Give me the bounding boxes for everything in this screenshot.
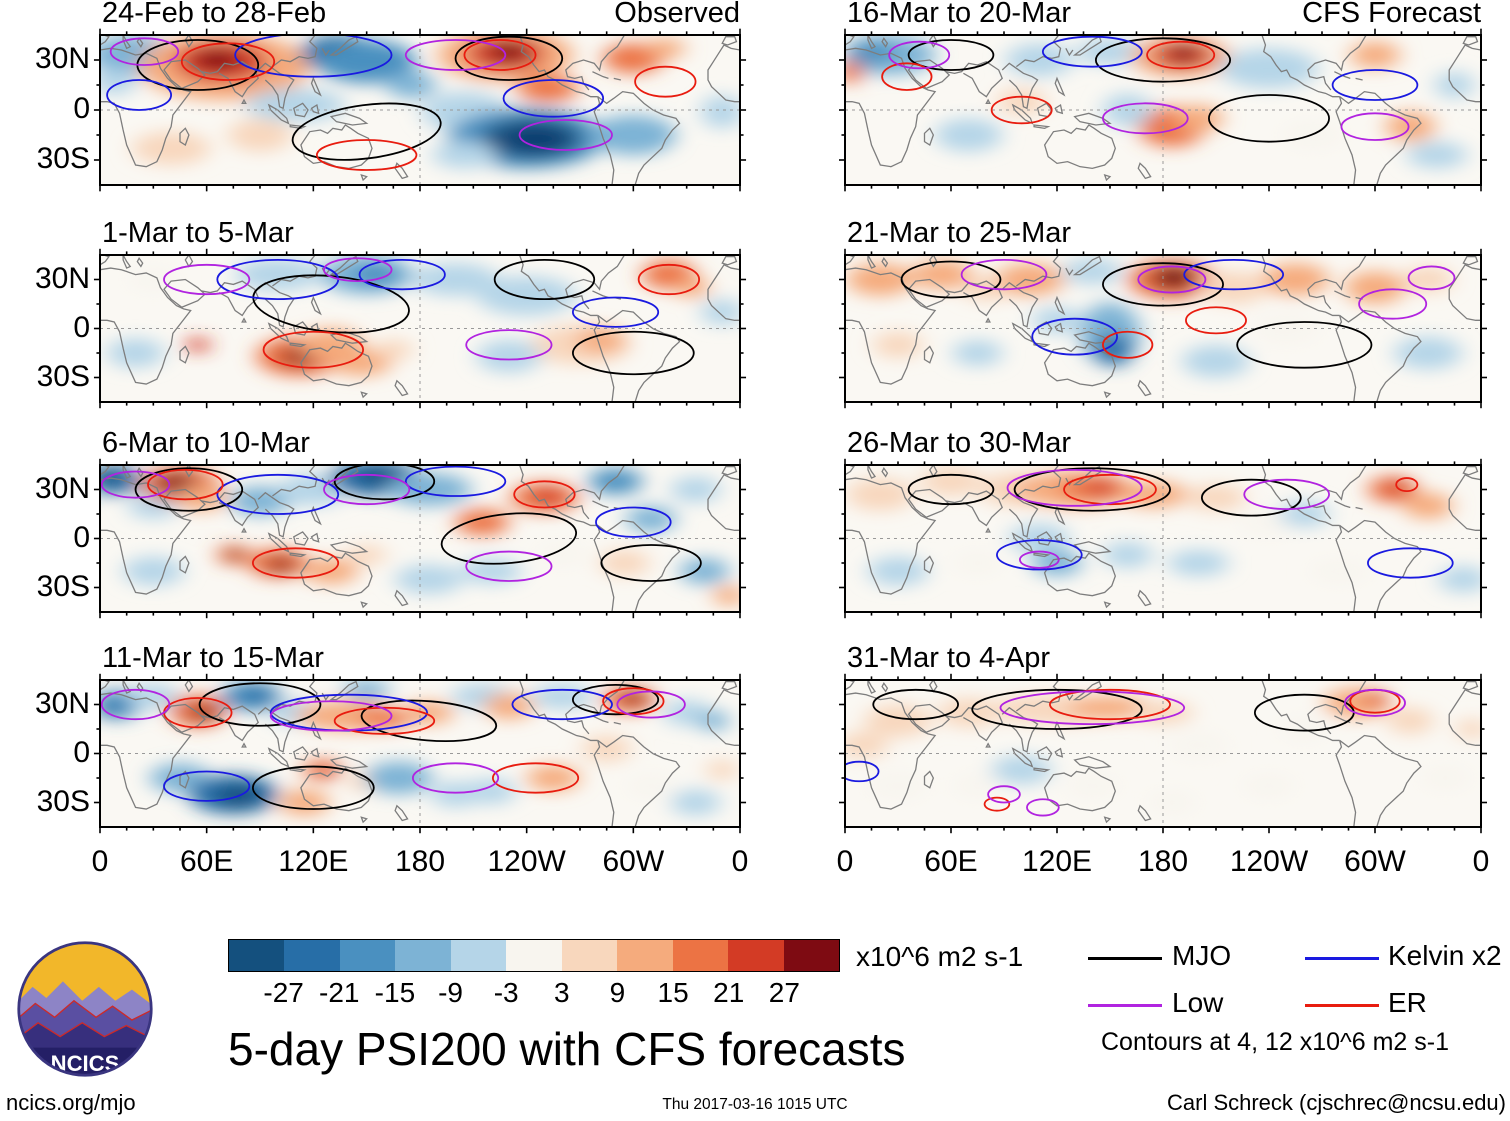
panel-title: 26-Mar to 30-Mar	[847, 427, 1072, 459]
y-axis-label: 0	[73, 735, 90, 769]
colorbar-segment	[229, 940, 285, 971]
panel-corner-label: CFS Forecast	[1302, 0, 1481, 29]
x-axis-label: 0	[1472, 845, 1490, 878]
colorbar-tick-label: 3	[554, 977, 570, 1008]
legend-line-kelvin	[1305, 957, 1379, 960]
y-axis-label: 30N	[34, 471, 90, 505]
colorbar-tick-label: 9	[609, 977, 626, 1008]
map-canvas	[845, 255, 1481, 402]
panel-title: 6-Mar to 10-Mar	[102, 427, 310, 459]
colorbar-segment	[728, 940, 784, 971]
panel-title: 24-Feb to 28-Feb	[102, 0, 327, 29]
y-axis-label: 30S	[36, 359, 90, 393]
x-axis-label: 60W	[602, 845, 665, 878]
legend-line-er	[1305, 1004, 1379, 1007]
x-axis-label: 180	[1137, 845, 1189, 878]
colorbar-segment	[395, 940, 451, 971]
legend-label-er: ER	[1388, 987, 1427, 1018]
colorbar-tick-label: 27	[768, 977, 800, 1008]
ncics-logo: NCICS	[17, 941, 153, 1077]
x-axis-label: 120E	[278, 845, 349, 878]
x-axis-label: 120W	[1229, 845, 1309, 878]
colorbar-tick-label: 21	[713, 977, 745, 1008]
map-panel	[845, 35, 1481, 185]
panel-title: 31-Mar to 4-Apr	[847, 642, 1051, 674]
legend-line-low	[1088, 1004, 1162, 1007]
y-axis-label: 0	[73, 92, 90, 125]
footer-site-text: ncics.org/mjo	[6, 1090, 136, 1115]
logo-text: NCICS	[51, 1051, 120, 1076]
map-canvas	[845, 465, 1481, 612]
panel-title: 21-Mar to 25-Mar	[847, 217, 1072, 249]
y-axis-label: 30S	[36, 142, 90, 175]
map-canvas	[100, 465, 740, 612]
y-axis-label: 30S	[36, 569, 90, 603]
panel-corner-label: Observed	[614, 0, 740, 29]
legend-label-low: Low	[1172, 987, 1224, 1018]
footer-timestamp: Thu 2017-03-16 1015 UTC	[662, 1096, 848, 1113]
colorbar-segment	[284, 940, 340, 971]
x-axis-label: 120E	[1021, 845, 1093, 878]
x-axis-label: 0	[731, 845, 749, 878]
colorbar-segment	[561, 940, 618, 971]
y-axis-label: 0	[73, 520, 90, 554]
y-axis-label: 0	[73, 310, 90, 344]
x-axis-label: 0	[836, 845, 854, 878]
map-canvas	[845, 35, 1481, 185]
colorbar-segment	[450, 940, 507, 971]
legend-line-mjo	[1088, 957, 1162, 960]
panel-title: 1-Mar to 5-Mar	[102, 217, 294, 249]
y-axis-label: 30N	[34, 686, 90, 720]
map-panel	[100, 465, 740, 612]
colorbar-segment	[506, 940, 562, 971]
map-panel	[845, 255, 1481, 402]
map-canvas	[845, 680, 1481, 827]
x-axis-label: 60E	[924, 845, 978, 878]
main-title: 5-day PSI200 with CFS forecasts	[228, 1023, 906, 1075]
footer-author: Carl Schreck (cjschrec@ncsu.edu)	[1167, 1090, 1506, 1115]
map-panel	[100, 35, 740, 185]
map-panel	[100, 255, 740, 402]
colorbar-segment	[339, 940, 396, 971]
map-canvas	[100, 255, 740, 402]
x-axis-label: 0	[91, 845, 109, 878]
colorbar-segment	[617, 940, 673, 971]
colorbar-tick-label: -3	[493, 977, 519, 1008]
colorbar-tick-label: 15	[657, 977, 689, 1008]
y-axis-label: 30N	[34, 42, 90, 75]
map-panel	[100, 680, 740, 827]
panel-title: 16-Mar to 20-Mar	[847, 0, 1072, 29]
colorbar-tick-label: -21	[319, 977, 360, 1008]
contour-levels-note: Contours at 4, 12 x10^6 m2 s-1	[1100, 1028, 1450, 1056]
panel-title: 11-Mar to 15-Mar	[102, 642, 324, 674]
x-axis-label: 180	[394, 845, 446, 878]
colorbar-units-label: x10^6 m2 s-1	[856, 941, 1024, 972]
y-axis-label: 30N	[34, 261, 90, 295]
x-axis-label: 60E	[179, 845, 234, 878]
x-axis-label: 120W	[487, 845, 566, 878]
legend-label-kelvin: Kelvin x2	[1388, 940, 1502, 971]
logo-ring	[17, 941, 153, 1077]
x-axis-label: 60W	[1344, 845, 1406, 878]
map-canvas	[100, 35, 740, 185]
colorbar-tick-label: -27	[263, 977, 304, 1008]
colorbar-segment	[672, 940, 729, 971]
map-panel	[845, 680, 1481, 827]
y-axis-label: 30S	[36, 784, 90, 818]
map-canvas	[100, 680, 740, 827]
colorbar-tick-label: -15	[374, 977, 416, 1008]
colorbar-tick-label: -9	[438, 977, 463, 1008]
colorbar	[228, 939, 840, 972]
colorbar-segment	[783, 940, 839, 971]
map-panel	[845, 465, 1481, 612]
legend-label-mjo: MJO	[1172, 940, 1232, 971]
colorbar-labels: -27 -21 -15 -9 -3 3 9 15 21 27	[228, 977, 840, 1011]
